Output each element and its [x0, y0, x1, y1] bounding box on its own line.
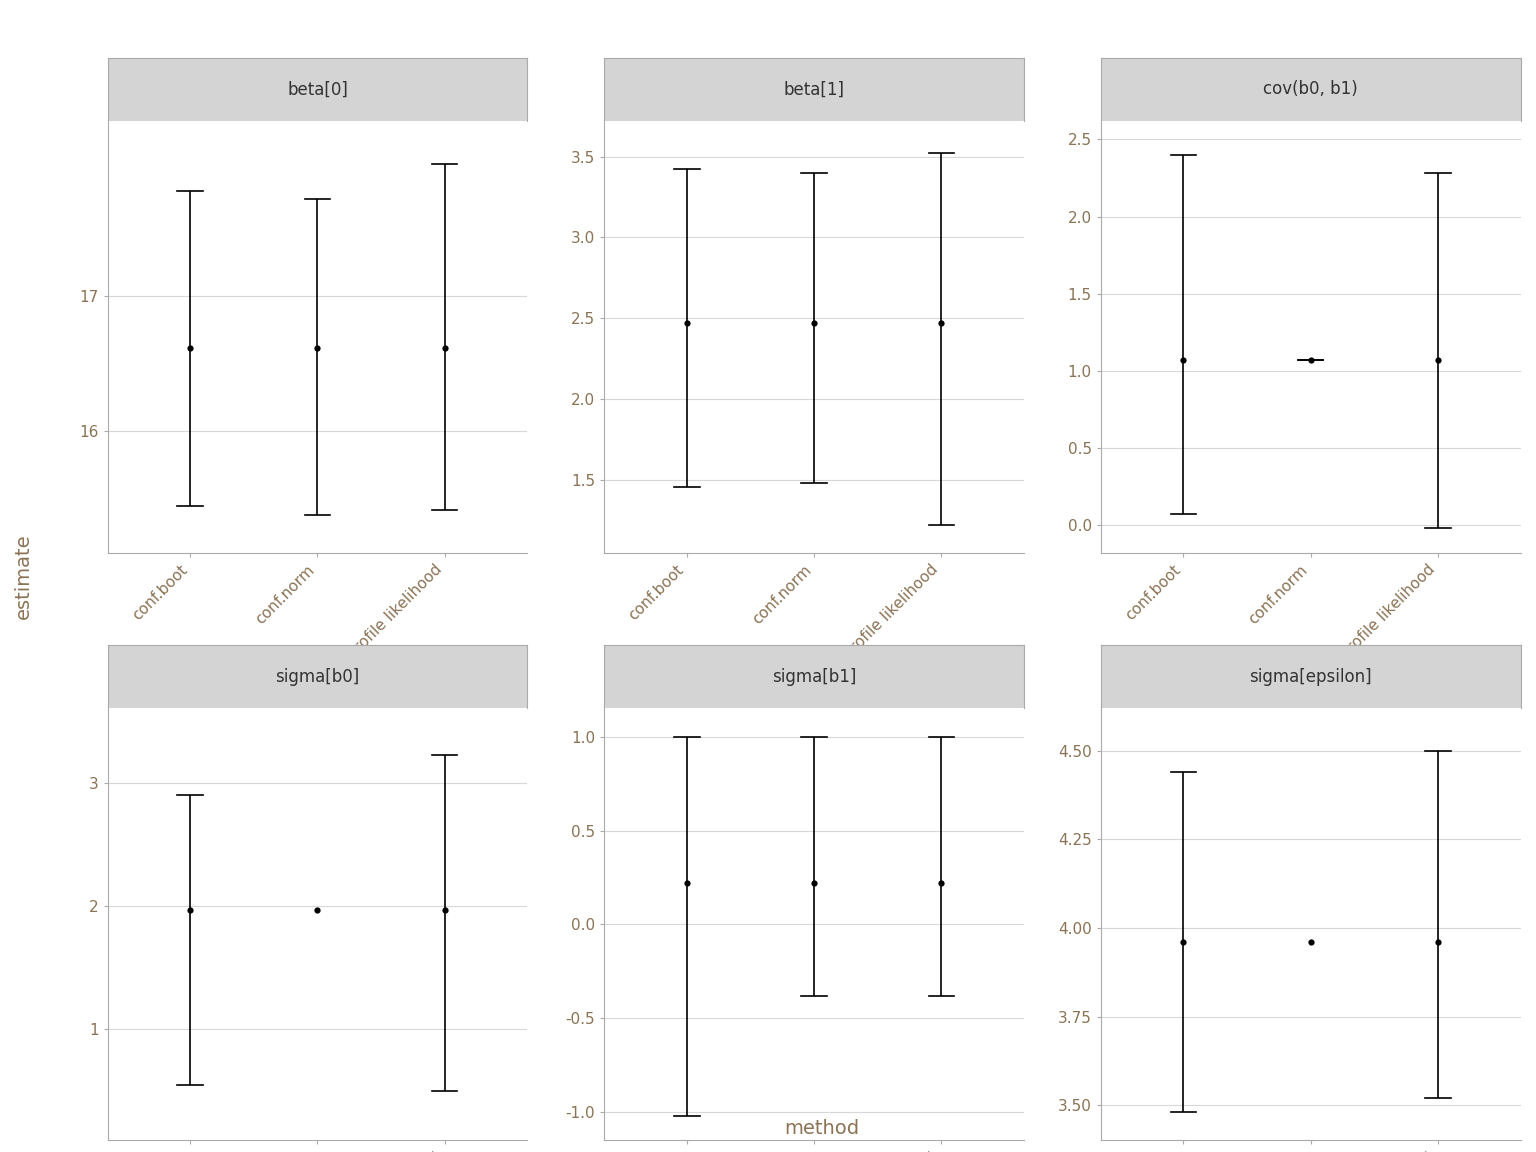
Text: beta[0]: beta[0]	[287, 81, 347, 98]
Text: sigma[b0]: sigma[b0]	[275, 668, 359, 685]
Text: sigma[epsilon]: sigma[epsilon]	[1249, 668, 1372, 685]
Text: sigma[b1]: sigma[b1]	[773, 668, 856, 685]
Text: beta[1]: beta[1]	[783, 81, 845, 98]
Text: estimate: estimate	[14, 533, 32, 619]
Text: cov(b0, b1): cov(b0, b1)	[1263, 81, 1358, 98]
Text: method: method	[785, 1120, 859, 1138]
